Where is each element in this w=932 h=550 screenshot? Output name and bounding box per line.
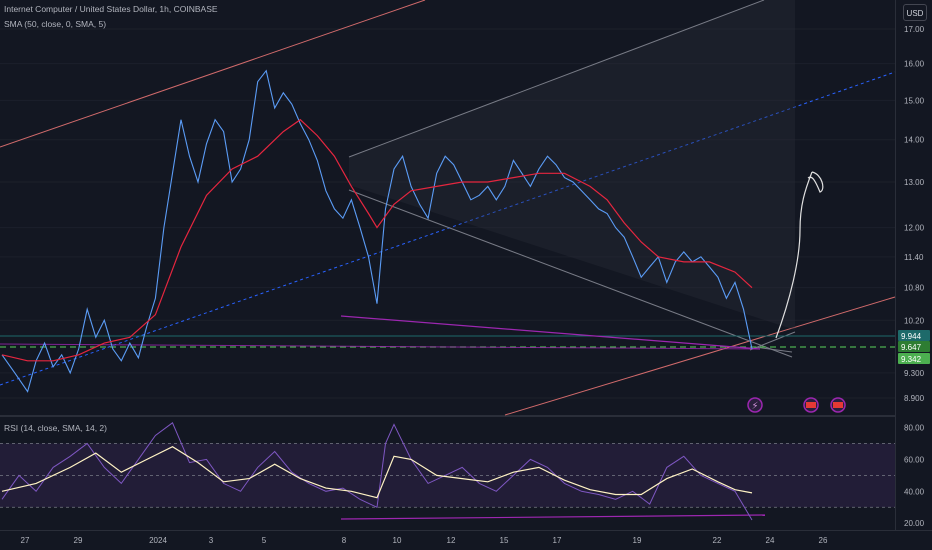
channel-lower (348, 189, 793, 358)
rsi-tick-label: 80.00 (904, 424, 925, 433)
chart-title: Internet Computer / United States Dollar… (4, 4, 218, 14)
time-tick-label: 15 (500, 536, 509, 545)
price-series-line (1, 69, 753, 393)
price-tick-label: 17.00 (904, 25, 925, 34)
price-label-box (898, 330, 930, 341)
channel-shading (349, 0, 795, 330)
time-tick-label: 24 (766, 536, 775, 545)
price-label-box (898, 353, 930, 364)
price-tick-label: 16.00 (904, 60, 925, 69)
price-tick-label: 10.80 (904, 284, 925, 293)
event-marker-lightning (747, 397, 763, 413)
price-tick-label: 10.20 (904, 316, 925, 325)
price-tick-label: 12.00 (904, 224, 925, 233)
price-tick-label: 15.00 (904, 96, 925, 105)
currency-button[interactable]: USD (903, 4, 927, 21)
price-tick-label: 13.00 (904, 178, 925, 187)
price-label-text: 9.647 (901, 343, 922, 352)
price-tick-label: 11.40 (904, 253, 924, 262)
price-trendline (340, 315, 761, 350)
channel-upper (348, 0, 765, 158)
long-channel-upper (0, 0, 426, 148)
rsi-sma-series-line (1, 446, 753, 499)
rsi-tick-label: 60.00 (904, 455, 925, 464)
time-tick-label: 19 (633, 536, 642, 545)
price-tick-label: 8.900 (904, 394, 925, 403)
time-tick-label: 2024 (149, 536, 167, 545)
time-tick-label: 10 (393, 536, 402, 545)
projection-arrow (775, 171, 824, 339)
rsi-tick-label: 40.00 (904, 487, 925, 496)
time-tick-label: 27 (21, 536, 30, 545)
price-label-text: 9.342 (901, 355, 922, 364)
earnings-icon (806, 402, 816, 408)
time-tick-label: 26 (819, 536, 828, 545)
time-tick-label: 5 (262, 536, 267, 545)
price-label-text: 9.944 (901, 332, 922, 341)
time-tick-label: 3 (209, 536, 214, 545)
rsi-tick-label: 20.00 (904, 519, 925, 528)
rsi-trendline (340, 514, 766, 520)
earnings-icon (833, 402, 843, 408)
time-tick-label: 29 (74, 536, 83, 545)
time-tick-label: 8 (342, 536, 347, 545)
long-channel-lower (504, 296, 896, 416)
price-label-box (898, 341, 930, 352)
rsi-legend: RSI (14, close, SMA, 14, 2) (4, 423, 107, 433)
lightning-icon: ⚡ (751, 401, 758, 412)
channel-midline (0, 71, 896, 386)
rsi-series-line (1, 422, 753, 521)
time-tick-label: 22 (713, 536, 722, 545)
price-tick-label: 14.00 (904, 136, 925, 145)
channel-right-edge-2 (754, 346, 793, 353)
price-tick-label: 9.300 (904, 369, 925, 378)
sma-series-line (1, 118, 753, 362)
time-tick-label: 17 (553, 536, 562, 545)
time-tick-label: 12 (447, 536, 456, 545)
price-trendline-2 (0, 343, 761, 350)
sma-legend: SMA (50, close, 0, SMA, 5) (4, 19, 107, 29)
